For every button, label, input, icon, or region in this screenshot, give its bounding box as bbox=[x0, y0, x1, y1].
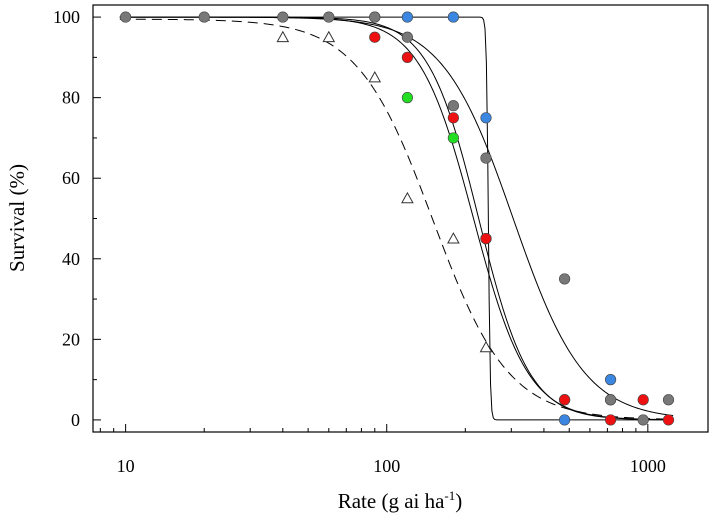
data-point-circle bbox=[558, 414, 571, 426]
data-point-triangle bbox=[479, 340, 493, 353]
data-point-circle bbox=[277, 11, 289, 23]
data-point-circle bbox=[604, 394, 617, 406]
data-point-triangle bbox=[447, 232, 460, 244]
data-point-circle bbox=[323, 11, 335, 23]
data-point-circle bbox=[401, 51, 413, 63]
data-point-triangle bbox=[401, 191, 414, 204]
data-point-circle bbox=[662, 414, 675, 426]
data-point-circle bbox=[604, 414, 617, 426]
fitted-curve bbox=[119, 16, 674, 421]
x-tick-label: 10 bbox=[117, 456, 135, 476]
plot-frame bbox=[92, 4, 709, 433]
data-point-triangle bbox=[276, 30, 290, 43]
y-tick-label: 0 bbox=[71, 410, 80, 430]
x-axis-label-main: Rate (g ai ha bbox=[338, 489, 445, 513]
data-point-circle bbox=[480, 233, 492, 245]
data-point-circle bbox=[120, 11, 132, 23]
y-tick-label: 40 bbox=[62, 249, 80, 269]
y-tick-label: 20 bbox=[62, 329, 80, 349]
data-point-triangle bbox=[368, 70, 382, 83]
data-point-circle bbox=[447, 112, 459, 124]
x-tick-label: 1000 bbox=[630, 456, 666, 476]
fitted-curves bbox=[119, 16, 674, 421]
data-point-circle bbox=[401, 31, 413, 43]
data-point-circle bbox=[558, 394, 571, 406]
data-point-circle bbox=[369, 31, 381, 43]
y-axis: 0 20 40 60 80 100 bbox=[53, 7, 101, 430]
data-point-triangle bbox=[322, 30, 336, 43]
data-point-circle bbox=[369, 11, 381, 23]
data-point-circle bbox=[604, 374, 617, 386]
x-axis-label-close: ) bbox=[455, 489, 462, 513]
data-point-circle bbox=[480, 152, 492, 164]
data-point-circle bbox=[662, 394, 675, 406]
data-point-circle bbox=[558, 273, 571, 285]
data-point-circle bbox=[447, 100, 459, 112]
data-point-circle bbox=[198, 11, 210, 23]
y-axis-label: Survival (%) bbox=[5, 164, 29, 272]
data-point-circle bbox=[480, 112, 492, 124]
x-axis: 10 100 1000 bbox=[99, 424, 666, 476]
y-tick-label: 80 bbox=[62, 88, 80, 108]
y-tick-label: 60 bbox=[62, 168, 80, 188]
x-axis-label: Rate (g ai ha-1) bbox=[338, 488, 463, 513]
x-tick-label: 100 bbox=[373, 456, 400, 476]
data-point-circle bbox=[401, 92, 413, 104]
data-points bbox=[120, 11, 675, 426]
data-point-circle bbox=[447, 11, 459, 23]
data-point-circle bbox=[447, 132, 459, 144]
x-axis-label-superscript: -1 bbox=[444, 488, 455, 503]
data-point-circle bbox=[401, 11, 413, 23]
y-tick-label: 100 bbox=[53, 7, 80, 27]
fitted-curve bbox=[119, 16, 674, 417]
fitted-curve bbox=[119, 18, 674, 420]
fitted-curve bbox=[119, 16, 674, 421]
data-point-circle bbox=[637, 394, 649, 406]
data-point-circle bbox=[637, 414, 649, 426]
fitted-curve bbox=[119, 16, 674, 421]
